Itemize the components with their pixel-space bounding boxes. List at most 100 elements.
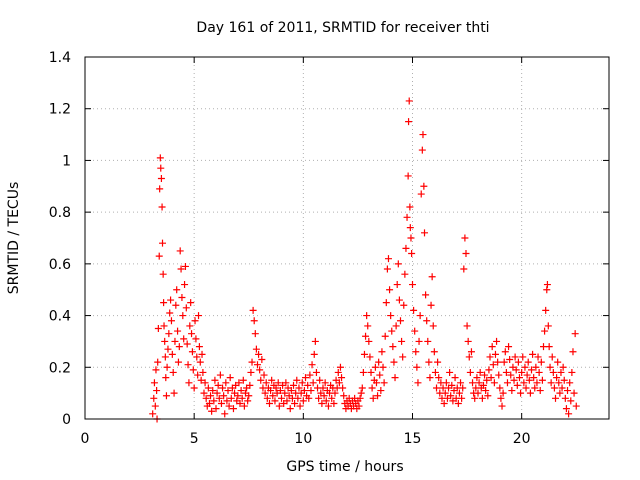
- data-point: [174, 327, 182, 335]
- x-axis-title: GPS time / hours: [286, 459, 403, 475]
- data-point: [538, 376, 546, 384]
- data-point: [459, 384, 467, 392]
- data-point: [251, 330, 259, 338]
- data-point: [569, 348, 577, 356]
- data-point: [312, 368, 320, 376]
- data-point: [434, 358, 442, 366]
- data-point: [152, 366, 160, 374]
- data-point: [207, 392, 215, 400]
- data-point: [364, 322, 372, 330]
- data-point: [533, 379, 541, 387]
- data-point: [523, 371, 531, 379]
- plot-frame: [84, 56, 610, 420]
- data-point: [426, 374, 434, 382]
- data-point: [179, 312, 187, 320]
- data-point: [235, 379, 243, 387]
- data-point: [334, 368, 342, 376]
- data-point: [169, 368, 177, 376]
- data-point: [168, 350, 176, 358]
- data-point: [550, 384, 558, 392]
- data-point: [447, 392, 455, 400]
- grid: [85, 57, 609, 419]
- data-point: [405, 118, 413, 126]
- data-point: [406, 203, 414, 211]
- data-point: [319, 384, 327, 392]
- data-point: [507, 371, 515, 379]
- data-point: [517, 389, 525, 397]
- data-point: [195, 312, 203, 320]
- x-tick-label: 5: [190, 431, 199, 447]
- data-point: [411, 327, 419, 335]
- data-point: [205, 399, 213, 407]
- data-point: [416, 312, 424, 320]
- data-point: [275, 402, 283, 410]
- data-point: [435, 374, 443, 382]
- data-point: [156, 185, 164, 193]
- data-point: [150, 379, 158, 387]
- data-point: [448, 381, 456, 389]
- data-point: [546, 363, 554, 371]
- data-point: [406, 224, 414, 232]
- data-point: [246, 381, 254, 389]
- data-point: [188, 330, 196, 338]
- data-point: [561, 394, 569, 402]
- data-point: [174, 358, 182, 366]
- data-point: [424, 337, 432, 345]
- data-point: [316, 376, 324, 384]
- data-point: [542, 306, 550, 314]
- data-point: [476, 368, 484, 376]
- data-point: [488, 343, 496, 351]
- data-point: [156, 154, 164, 162]
- data-point: [186, 322, 194, 330]
- data-point: [475, 379, 483, 387]
- data-point: [181, 281, 189, 289]
- data-point: [552, 394, 560, 402]
- data-point: [530, 374, 538, 382]
- data-point: [281, 389, 289, 397]
- data-point: [210, 397, 218, 405]
- data-point: [566, 379, 574, 387]
- data-point: [188, 348, 196, 356]
- x-tick-label: 20: [513, 431, 531, 447]
- data-point: [519, 353, 527, 361]
- data-point: [356, 394, 364, 402]
- data-point: [290, 381, 298, 389]
- data-point: [204, 384, 212, 392]
- data-point: [253, 361, 261, 369]
- data-point: [321, 379, 329, 387]
- data-point: [493, 337, 501, 345]
- data-point: [557, 368, 565, 376]
- data-point: [460, 265, 468, 273]
- data-point: [365, 337, 373, 345]
- data-point: [562, 405, 570, 413]
- data-point: [458, 394, 466, 402]
- data-point: [360, 350, 368, 358]
- data-point: [428, 273, 436, 281]
- data-point: [402, 244, 410, 252]
- data-point: [340, 392, 348, 400]
- data-point: [331, 389, 339, 397]
- data-point: [213, 389, 221, 397]
- data-point: [214, 381, 222, 389]
- data-point: [547, 379, 555, 387]
- data-point: [534, 353, 542, 361]
- data-point: [172, 301, 180, 309]
- data-point: [260, 371, 268, 379]
- data-point: [198, 350, 206, 358]
- data-point: [355, 402, 363, 410]
- data-point: [216, 371, 224, 379]
- data-point: [166, 309, 174, 317]
- data-point: [498, 402, 506, 410]
- data-point: [369, 394, 377, 402]
- data-point: [380, 379, 388, 387]
- data-point: [393, 281, 401, 289]
- data-point: [506, 356, 514, 364]
- data-point: [570, 389, 578, 397]
- data-point: [394, 260, 402, 268]
- data-point: [382, 299, 390, 307]
- data-point: [395, 296, 403, 304]
- data-point: [258, 356, 266, 364]
- data-point: [490, 379, 498, 387]
- data-point: [149, 410, 157, 418]
- y-tick-labels: 0 0.2 0.4 0.6 0.8 1 1.2 1.4: [49, 50, 71, 428]
